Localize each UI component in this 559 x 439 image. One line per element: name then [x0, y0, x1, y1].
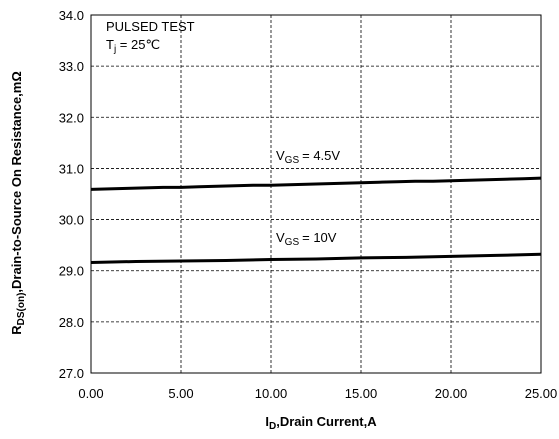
annotation-line2-rest: = 25℃ [116, 37, 160, 52]
y-tick-label: 34.0 [59, 8, 84, 23]
x-tick-label: 5.00 [168, 386, 193, 401]
y-tick-label: 28.0 [59, 315, 84, 330]
y-tick-labels: 27.0 28.0 29.0 30.0 31.0 32.0 33.0 34.0 [59, 8, 84, 381]
series-layer [90, 176, 542, 264]
series-label-vgs-4-5-rest: = 4.5V [302, 148, 340, 163]
grid [91, 15, 541, 373]
y-tick-label: 27.0 [59, 366, 84, 381]
series-line-vgs-4-5 [90, 176, 542, 191]
x-axis-title: ID,Drain Current,A [265, 414, 377, 432]
x-tick-label: 25.00 [525, 386, 558, 401]
y-tick-label: 31.0 [59, 161, 84, 176]
series-label-vgs-10: VGS = 10V [276, 230, 337, 248]
y-axis-title: RDS(on),Drain-to-Source On Resistance,mΩ [9, 71, 27, 335]
series-label-vgs-10-rest: = 10V [302, 230, 337, 245]
x-axis-title-rest: ,Drain Current,A [276, 414, 377, 429]
y-tick-label: 30.0 [59, 213, 84, 228]
x-tick-labels: 0.00 5.00 10.00 15.00 20.00 25.00 [78, 386, 557, 401]
y-tick-label: 32.0 [59, 110, 84, 125]
series-label-vgs-10-main: V [276, 230, 285, 245]
x-axis-title-main: I [265, 414, 269, 429]
series-label-vgs-10-sub: GS [285, 237, 300, 248]
x-axis-title-sub: D [269, 421, 276, 432]
x-tick-label: 10.00 [255, 386, 288, 401]
x-tick-label: 0.00 [78, 386, 103, 401]
y-axis-title-sub: DS(on) [16, 293, 27, 326]
series-label-vgs-4-5-sub: GS [285, 155, 300, 166]
plot-frame [90, 14, 542, 374]
x-tick-label: 15.00 [345, 386, 378, 401]
annotation-line2-sub: j [113, 44, 116, 55]
series-label-vgs-4-5: VGS = 4.5V [276, 148, 340, 166]
x-tick-label: 20.00 [435, 386, 468, 401]
series-line-vgs-10 [90, 252, 542, 264]
annotation: PULSED TEST Tj = 25℃ [106, 19, 195, 55]
annotation-line2: Tj = 25℃ [106, 37, 160, 55]
annotation-line2-main: T [106, 37, 114, 52]
y-axis-title-main: R [9, 325, 24, 335]
y-tick-label: 33.0 [59, 59, 84, 74]
y-tick-label: 29.0 [59, 264, 84, 279]
series-label-vgs-4-5-main: V [276, 148, 285, 163]
y-axis-title-rest: ,Drain-to-Source On Resistance,mΩ [9, 71, 24, 292]
annotation-line1: PULSED TEST [106, 19, 195, 34]
